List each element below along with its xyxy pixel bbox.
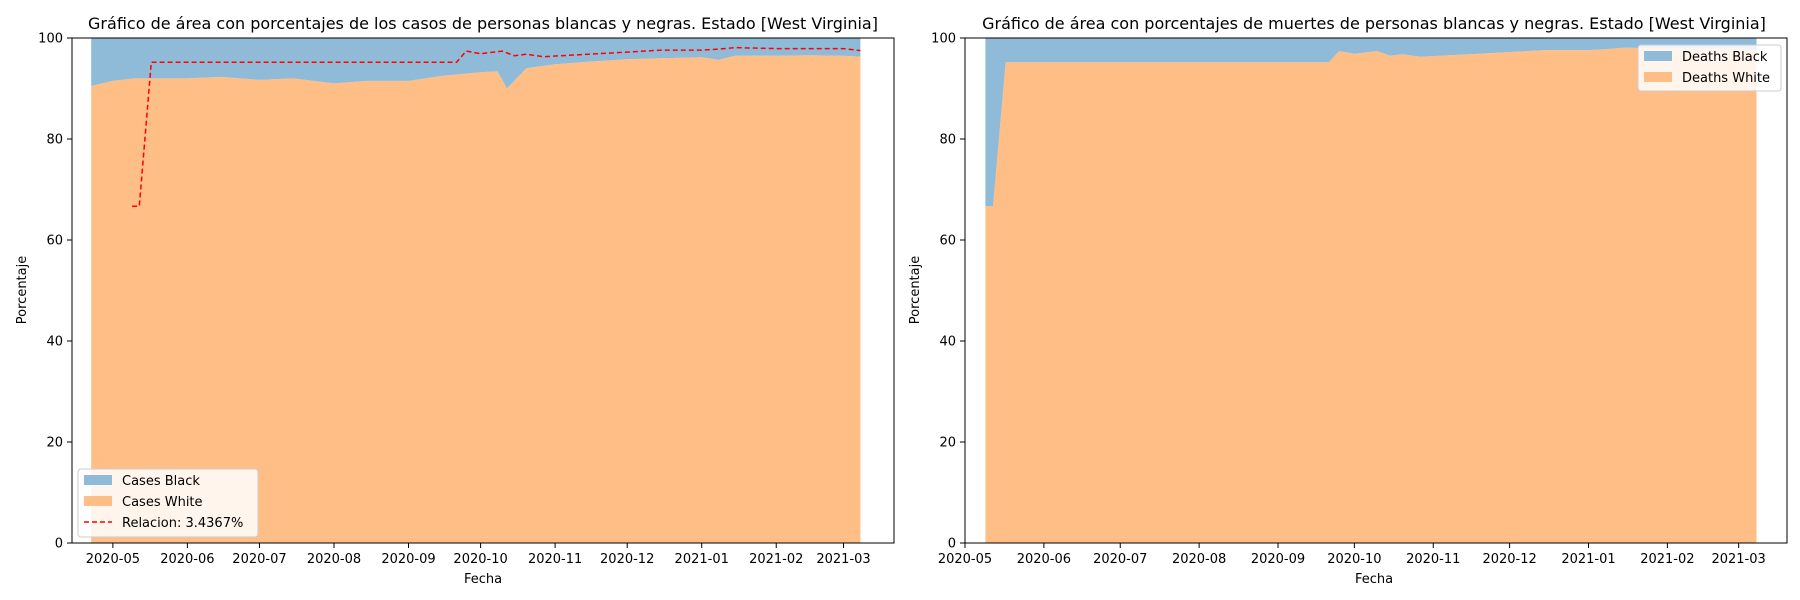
deaths-y-tick-label: 20 bbox=[939, 436, 956, 451]
legend-label-deaths-black: Deaths Black bbox=[1682, 50, 1768, 65]
cases-x-tick-label: 2020-10 bbox=[453, 552, 507, 567]
cases-plot-frame bbox=[71, 37, 895, 544]
legend-label-deaths-white: Deaths White bbox=[1682, 71, 1770, 86]
deaths-x-tick-label: 2020-11 bbox=[1406, 552, 1460, 567]
cases-y-tick-label: 40 bbox=[46, 335, 63, 350]
deaths-plot-area bbox=[964, 37, 1788, 544]
deaths-legend: Deaths Black Deaths White bbox=[1637, 44, 1782, 92]
cases-x-tick-label: 2020-06 bbox=[160, 552, 214, 567]
legend-swatch-deaths-white bbox=[1644, 72, 1672, 82]
deaths-chart-title: Gráfico de área con porcentajes de muert… bbox=[982, 14, 1766, 33]
deaths-y-tick-label: 100 bbox=[931, 32, 956, 47]
cases-x-tick-label: 2021-03 bbox=[816, 552, 870, 567]
deaths-y-axis-label: Porcentaje bbox=[908, 256, 923, 324]
legend-label-cases-white: Cases White bbox=[122, 495, 203, 510]
cases-x-axis-label: Fecha bbox=[464, 572, 502, 587]
deaths-x-axis: 2020-05 2020-06 2020-07 2020-08 2020-09 2020-… bbox=[938, 543, 1766, 567]
deaths-x-tick-label: 2021-01 bbox=[1561, 552, 1615, 567]
cases-chart: Gráfico de área con porcentajes de los c… bbox=[15, 14, 895, 587]
cases-legend: Cases Black Cases White Relacion: 3.4367… bbox=[77, 468, 259, 538]
cases-chart-title: Gráfico de área con porcentajes de los c… bbox=[88, 14, 878, 33]
cases-x-tick-label: 2021-02 bbox=[749, 552, 803, 567]
deaths-x-axis-label: Fecha bbox=[1355, 572, 1393, 587]
legend-swatch-cases-black bbox=[84, 475, 112, 485]
deaths-x-tick-label: 2020-09 bbox=[1251, 552, 1305, 567]
cases-x-axis: 2020-05 2020-06 2020-07 2020-08 2020-09 2020-… bbox=[86, 543, 871, 567]
cases-y-tick-label: 60 bbox=[46, 234, 63, 249]
deaths-area-deaths-black bbox=[985, 38, 1757, 207]
deaths-area-deaths-white bbox=[985, 47, 1757, 543]
deaths-x-tick-label: 2020-07 bbox=[1093, 552, 1147, 567]
cases-x-tick-label: 2020-07 bbox=[232, 552, 286, 567]
deaths-y-tick-label: 60 bbox=[939, 234, 956, 249]
legend-swatch-cases-white bbox=[84, 496, 112, 506]
cases-x-tick-label: 2021-01 bbox=[675, 552, 729, 567]
legend-label-relacion: Relacion: 3.4367% bbox=[122, 516, 243, 531]
deaths-x-tick-label: 2020-10 bbox=[1327, 552, 1381, 567]
deaths-y-tick-label: 80 bbox=[939, 133, 956, 148]
cases-x-tick-label: 2020-08 bbox=[307, 552, 361, 567]
deaths-y-tick-label: 0 bbox=[948, 537, 956, 552]
cases-x-tick-label: 2020-05 bbox=[86, 552, 140, 567]
deaths-chart: Gráfico de área con porcentajes de muert… bbox=[908, 14, 1788, 587]
deaths-plot-frame bbox=[964, 37, 1788, 544]
cases-x-tick-label: 2020-11 bbox=[528, 552, 582, 567]
deaths-x-tick-label: 2021-03 bbox=[1711, 552, 1765, 567]
cases-x-tick-label: 2020-09 bbox=[381, 552, 435, 567]
deaths-y-tick-label: 40 bbox=[939, 335, 956, 350]
cases-y-axis-label: Porcentaje bbox=[15, 256, 30, 324]
deaths-x-tick-label: 2020-12 bbox=[1482, 552, 1536, 567]
deaths-x-tick-label: 2020-08 bbox=[1172, 552, 1226, 567]
cases-area-cases-white bbox=[91, 55, 861, 543]
legend-label-cases-black: Cases Black bbox=[122, 474, 200, 489]
cases-x-tick-label: 2020-12 bbox=[600, 552, 654, 567]
deaths-x-tick-label: 2020-06 bbox=[1017, 552, 1071, 567]
cases-y-tick-label: 80 bbox=[46, 133, 63, 148]
deaths-x-tick-label: 2021-02 bbox=[1640, 552, 1694, 567]
cases-y-tick-label: 0 bbox=[55, 537, 63, 552]
cases-y-axis: 0 20 40 60 80 100 bbox=[38, 32, 72, 552]
deaths-x-tick-label: 2020-05 bbox=[938, 552, 992, 567]
deaths-y-axis: 0 20 40 60 80 100 bbox=[931, 32, 965, 552]
cases-y-tick-label: 20 bbox=[46, 436, 63, 451]
legend-swatch-deaths-black bbox=[1644, 51, 1672, 61]
cases-y-tick-label: 100 bbox=[38, 32, 63, 47]
cases-plot-area bbox=[71, 37, 895, 544]
